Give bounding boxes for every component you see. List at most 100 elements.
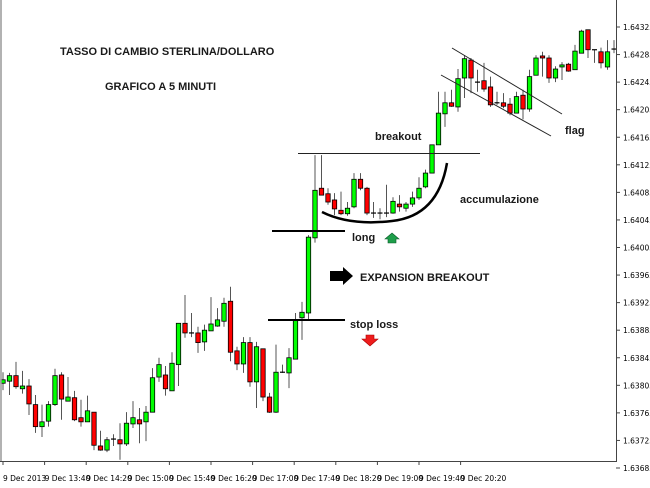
candle — [280, 364, 285, 373]
candle-body — [409, 197, 416, 205]
candle — [78, 399, 84, 427]
y-tick-label: 1.64165 — [623, 133, 650, 142]
candle-body — [71, 397, 78, 421]
candle-body — [117, 439, 123, 445]
candle — [559, 62, 565, 81]
candle — [487, 76, 494, 107]
candle — [19, 370, 26, 394]
candle — [175, 322, 182, 387]
x-tick-label: 9 Dec 14:20 — [86, 474, 132, 483]
candle-body — [318, 187, 325, 196]
candle — [286, 348, 292, 389]
candle-body — [572, 50, 578, 71]
candle — [253, 341, 260, 409]
y-tick-label: 1.63725 — [623, 436, 650, 445]
candle-body — [598, 51, 604, 64]
candle — [520, 89, 526, 120]
candle-body — [344, 207, 351, 215]
candle-body — [162, 374, 169, 390]
candle — [526, 69, 533, 112]
candle-body — [78, 417, 84, 423]
long-label: long — [352, 232, 375, 244]
candle — [58, 372, 65, 420]
candle-body — [286, 357, 292, 374]
candle — [221, 297, 227, 327]
candle — [104, 436, 110, 453]
y-tick-label: 1.63805 — [623, 381, 650, 390]
candle-body — [123, 422, 130, 445]
candle — [325, 188, 331, 205]
y-tick-label: 1.63885 — [623, 326, 650, 335]
candle-body — [169, 362, 175, 392]
candle — [52, 368, 58, 406]
candle-body — [227, 300, 234, 353]
candle-body — [325, 193, 331, 203]
x-tick-label: 9 Dec 13:40 — [45, 474, 91, 483]
candle-body — [6, 375, 13, 382]
candle — [117, 423, 123, 460]
candle — [45, 401, 52, 427]
candle-body — [19, 385, 26, 390]
candle — [71, 390, 78, 422]
candle-body — [143, 411, 149, 423]
candle-body — [84, 410, 91, 423]
candle — [578, 29, 585, 54]
candle — [240, 337, 247, 373]
candle-body — [156, 364, 162, 378]
candle-body — [390, 200, 396, 214]
chart-title: TASSO DI CAMBIO STERLINA/DOLLARO — [60, 46, 275, 58]
candle — [422, 169, 429, 189]
candle-body — [461, 58, 468, 79]
candle-body — [416, 187, 422, 199]
candle-body — [403, 203, 409, 209]
stop-loss-down-arrow-icon — [361, 334, 379, 347]
candle — [546, 55, 552, 83]
candle-body — [97, 445, 104, 451]
candle — [390, 197, 396, 214]
candle — [182, 295, 188, 338]
candle-body — [292, 319, 299, 360]
candle-body — [552, 68, 559, 79]
y-tick-label: 1.64245 — [623, 78, 650, 87]
candle — [123, 412, 130, 446]
candle-body — [507, 103, 513, 114]
x-tick-label: 9 Dec 17:40 — [294, 474, 340, 483]
candle-body — [396, 203, 403, 208]
candle — [416, 177, 422, 200]
candle-body — [578, 30, 585, 54]
candle — [598, 47, 604, 69]
candle-body — [533, 57, 539, 76]
candle-body — [221, 302, 227, 322]
candle-body — [58, 374, 65, 400]
candle — [201, 324, 208, 351]
candle — [364, 186, 370, 216]
y-tick-label: 1.63925 — [623, 299, 650, 308]
y-tick-label: 1.64045 — [623, 216, 650, 225]
candle-body — [526, 76, 533, 110]
candle-body — [104, 439, 110, 451]
long-up-arrow-icon — [384, 232, 400, 244]
x-tick-label: 9 Dec 18:20 — [336, 474, 382, 483]
candle-body — [299, 311, 305, 319]
candle — [318, 155, 325, 196]
y-tick-label: 1.63685 — [623, 464, 650, 473]
candle-body — [565, 63, 572, 72]
candle-body — [435, 112, 442, 146]
candle-body — [559, 64, 565, 68]
flag-lower-line — [440, 74, 552, 137]
y-tick-label: 1.64325 — [623, 23, 650, 32]
candle-body — [487, 86, 494, 106]
flag-upper-line — [451, 47, 563, 115]
x-tick-label: 9 Dec 19:40 — [419, 474, 465, 483]
candle-body — [604, 51, 611, 68]
candle-body — [351, 178, 357, 208]
x-tick-label: 9 Dec 19:00 — [377, 474, 423, 483]
candle — [136, 408, 143, 444]
y-tick-label: 1.63845 — [623, 354, 650, 363]
candle — [442, 91, 448, 127]
candle — [468, 58, 474, 94]
candle — [461, 55, 468, 98]
candle — [214, 308, 221, 327]
